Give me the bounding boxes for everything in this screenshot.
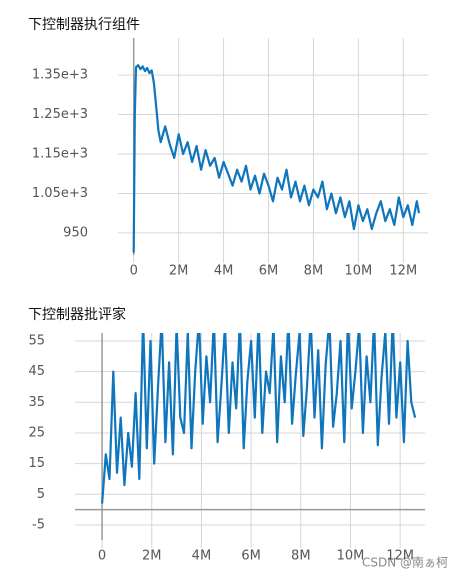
x-tick-label: 2M bbox=[169, 264, 189, 279]
x-tick-label: 6M bbox=[241, 549, 261, 564]
x-tick-label: 4M bbox=[192, 549, 212, 564]
x-tick-label: 0 bbox=[98, 549, 106, 564]
x-tick-label: 8M bbox=[291, 549, 311, 564]
y-tick-label: 1.25e+3 bbox=[32, 107, 88, 122]
x-tick-label: 6M bbox=[259, 264, 279, 279]
line-series bbox=[132, 64, 421, 253]
x-tick-label: 2M bbox=[142, 549, 162, 564]
x-tick-label: 10M bbox=[344, 264, 372, 279]
y-tick-label: -5 bbox=[32, 517, 45, 532]
x-tick-label: 8M bbox=[304, 264, 324, 279]
y-tick-label: 55 bbox=[28, 333, 45, 348]
y-tick-label: 1.15e+3 bbox=[32, 146, 88, 161]
y-tick-label: 15 bbox=[28, 456, 45, 471]
y-tick-label: 1.35e+3 bbox=[32, 68, 88, 83]
y-tick-label: 25 bbox=[28, 425, 45, 440]
watermark: CSDN @南ぁ柯 bbox=[362, 555, 448, 570]
x-tick-label: 10M bbox=[337, 549, 365, 564]
chart-title: 下控制器执行组件 bbox=[28, 17, 140, 33]
line-series bbox=[101, 333, 417, 504]
x-tick-label: 12M bbox=[389, 264, 417, 279]
chart-title: 下控制器批评家 bbox=[28, 306, 126, 323]
x-tick-label: 0 bbox=[130, 264, 138, 279]
x-tick-label: 4M bbox=[214, 264, 234, 279]
y-tick-label: 1.05e+3 bbox=[32, 186, 88, 201]
y-tick-label: 5 bbox=[37, 487, 45, 502]
x-tick-label: 12M bbox=[386, 549, 414, 564]
y-tick-label: 950 bbox=[63, 225, 88, 240]
y-tick-label: 45 bbox=[28, 364, 45, 379]
y-tick-label: 35 bbox=[28, 395, 45, 410]
